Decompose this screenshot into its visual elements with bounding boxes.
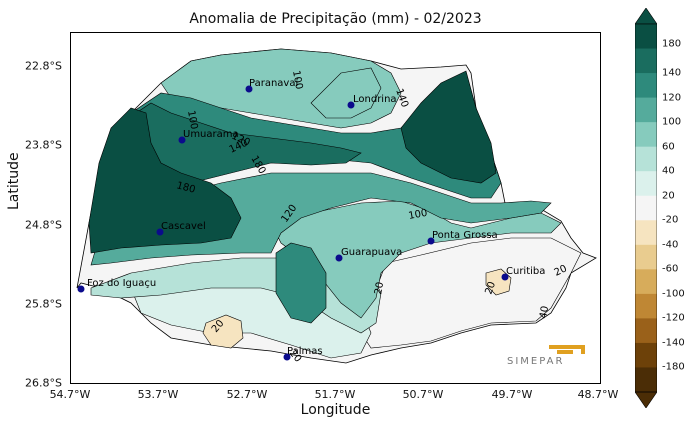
colorbar-segment <box>635 195 657 221</box>
colorbar-segment <box>635 122 657 148</box>
colorbar-segment <box>635 73 657 99</box>
city-dot-curitiba <box>501 273 509 281</box>
x-axis-label: Longitude <box>300 402 371 418</box>
colorbar-tick-label: -140 <box>662 337 685 349</box>
colorbar-tick-label: 140 <box>662 67 682 79</box>
colorbar-border <box>635 23 657 393</box>
colorbar-segment <box>635 293 657 319</box>
colorbar-extend-top <box>635 8 657 25</box>
colorbar-tick-label: -60 <box>662 263 679 275</box>
city-label-cascavel: Cascavel <box>161 221 206 232</box>
city-dot-cascavel <box>156 228 164 236</box>
x-tick-label: 49.7°W <box>491 388 533 401</box>
contour-label: 20 <box>553 263 569 278</box>
city-label-paranavai: Paranavaí <box>249 77 299 89</box>
colorbar-segment <box>635 367 657 393</box>
colorbar-segment <box>635 24 657 50</box>
colorbar-tick-label: 20 <box>662 190 675 202</box>
city-label-curitiba: Curitiba <box>506 266 545 277</box>
svg-text:SIMEPAR: SIMEPAR <box>507 356 564 366</box>
region-anomaly-over-180-east <box>400 70 497 184</box>
colorbar-tick-label: 180 <box>662 38 682 50</box>
colorbar-extend-bottom <box>635 391 657 408</box>
region-dry-anomaly <box>360 237 582 349</box>
x-tick-label: 50.7°W <box>402 388 444 401</box>
city-markers: Paranavaí Londrina Umuarama Cascavel Gua… <box>77 77 545 361</box>
y-axis-label: Latitude <box>6 152 22 210</box>
contour-label: 100 <box>290 70 304 91</box>
y-tick-label: 22.8°S <box>25 59 62 73</box>
contour-label: 20 <box>373 281 386 295</box>
colorbar-tick-label: 60 <box>662 141 675 153</box>
region-anomaly-north-light <box>310 67 382 119</box>
city-dot-guarapuava <box>335 254 343 262</box>
y-tick-label: 23.8°S <box>25 138 62 152</box>
colorbar-segment <box>635 97 657 123</box>
colorbar-segment <box>635 48 657 74</box>
y-tick-label: 25.8°S <box>25 297 62 311</box>
colorbar-segment <box>635 269 657 295</box>
city-dot-umuarama <box>178 136 186 144</box>
map-title: Anomalia de Precipitação (mm) - 02/2023 <box>189 11 482 27</box>
city-dot-foz-do-iguacu <box>77 285 85 293</box>
city-label-umuarama: Umuarama <box>183 129 239 140</box>
colorbar <box>635 8 657 408</box>
city-dot-palmas <box>283 353 291 361</box>
colorbar-tick-label: -100 <box>662 288 685 300</box>
colorbar-tick-label: -180 <box>662 361 685 373</box>
colorbar-tick-label: -120 <box>662 312 685 324</box>
contour-label: 100 <box>408 208 429 222</box>
y-tick-label: 26.8°S <box>25 376 62 390</box>
x-tick-label: 48.7°W <box>577 388 619 401</box>
x-tick-label: 53.7°W <box>137 388 179 401</box>
contour-label: 180 <box>175 180 196 196</box>
colorbar-segment <box>635 146 657 172</box>
contour-label: 20 <box>483 280 498 296</box>
map-plot-area: 100 140 100 120 140 180 180 120 100 20 2… <box>70 32 601 384</box>
x-tick-label: 54.7°W <box>49 388 91 401</box>
colorbar-segment <box>635 318 657 344</box>
colorbar-tick-label: -40 <box>662 239 679 251</box>
x-tick-label: 52.7°W <box>226 388 268 401</box>
region-anomaly-central-120 <box>275 242 327 324</box>
colorbar-segment <box>635 220 657 246</box>
city-label-foz-do-iguacu: Foz do Iguaçu <box>87 278 156 289</box>
colorbar-segment <box>635 342 657 368</box>
colorbar-segment <box>635 171 657 197</box>
city-label-ponta-grossa: Ponta Grossa <box>432 230 498 241</box>
colorbar-tick-label: 40 <box>662 165 675 177</box>
simepar-logo: SIMEPAR <box>505 344 595 367</box>
colorbar-tick-label: 100 <box>662 116 682 128</box>
y-tick-label: 24.8°S <box>25 218 62 232</box>
city-dot-paranavai <box>245 85 253 93</box>
city-label-guarapuava: Guarapuava <box>341 247 402 258</box>
contour-label: 40 <box>538 305 551 319</box>
city-dot-ponta-grossa <box>427 237 435 245</box>
colorbar-tick-label: 120 <box>662 92 682 104</box>
region-anomaly-over-180-west <box>88 107 242 254</box>
region-dry-palmas <box>202 314 244 349</box>
colorbar-tick-label: -20 <box>662 214 679 226</box>
x-tick-label: 51.7°W <box>314 388 356 401</box>
city-label-londrina: Londrina <box>353 94 397 105</box>
parana-map: 100 140 100 120 140 180 180 120 100 20 2… <box>76 48 597 365</box>
city-dot-londrina <box>347 101 355 109</box>
colorbar-segment <box>635 244 657 270</box>
city-label-palmas: Palmas <box>287 346 323 357</box>
contour-label: 100 <box>185 110 199 131</box>
